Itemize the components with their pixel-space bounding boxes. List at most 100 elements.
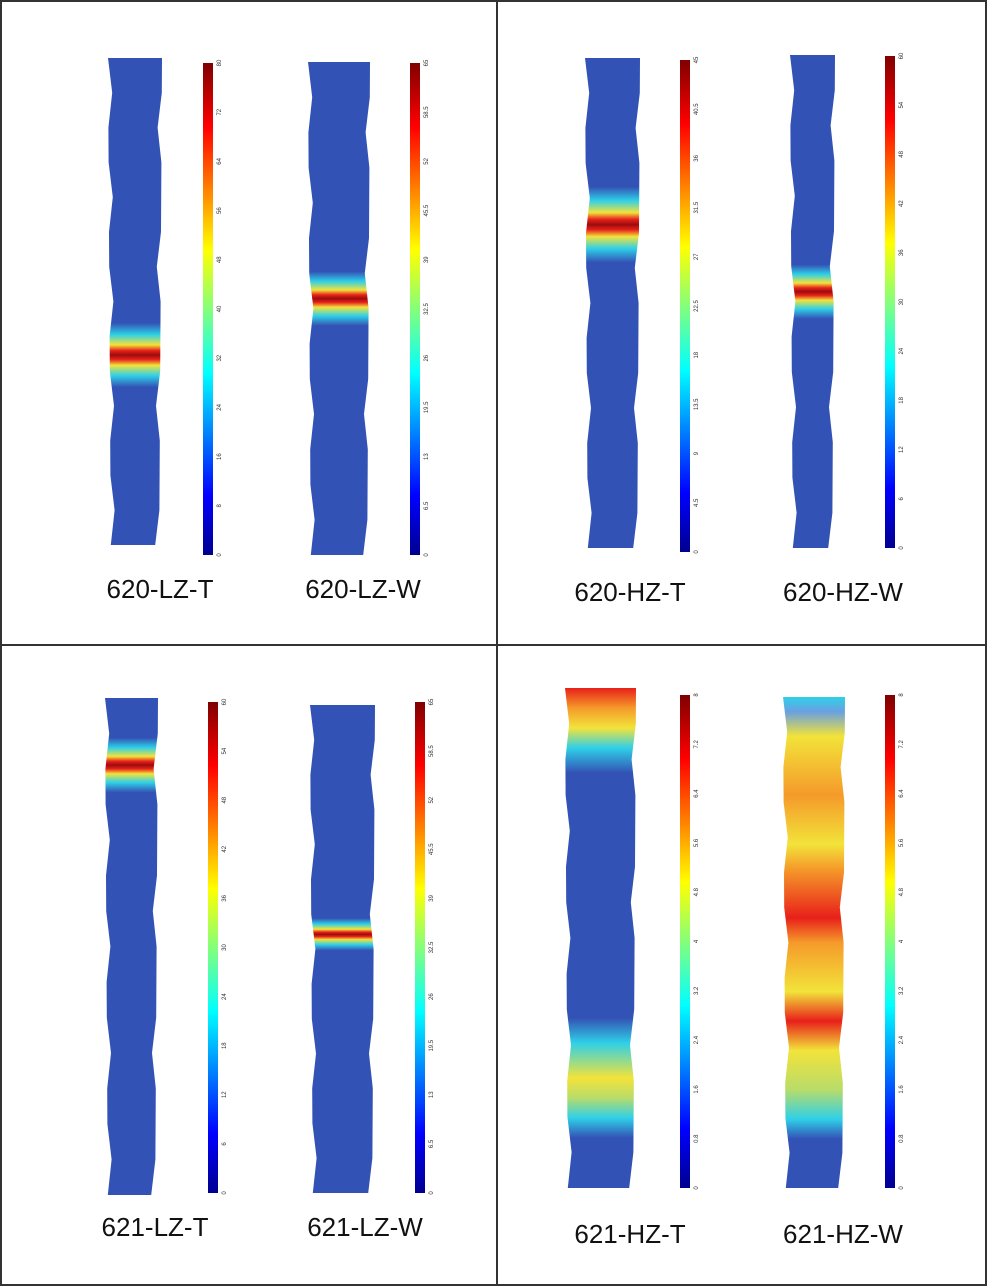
specimen-label: 620-HZ-W [783,577,903,607]
specimen-label: 620-LZ-T [107,574,214,604]
colorbar-tick-label: 0 [222,1191,228,1195]
colorbar-tick-label: 64 [217,157,223,164]
colorbar-tick-label: 42 [222,845,228,852]
colorbar-tick-label: 65 [429,698,435,705]
colorbar-tick-label: 39 [429,894,435,901]
colorbar [410,63,420,555]
colorbar-tick-label: 30 [222,944,228,951]
specimen-map [105,698,158,1195]
colorbar-tick-label: 13 [429,1091,435,1098]
colorbar-tick-label: 52 [424,157,430,164]
colorbar-tick-label: 42 [899,200,905,207]
colorbar-tick-label: 36 [222,894,228,901]
colorbar [680,695,690,1188]
colorbar-tick-label: 24 [217,403,223,410]
colorbar-tick-label: 30 [899,298,905,305]
colorbar-tick-label: 48 [899,150,905,157]
colorbar-tick-label: 0 [424,553,430,557]
colorbar-tick-label: 18 [899,396,905,403]
colorbar-tick-label: 5.6 [694,838,700,847]
colorbar-tick-label: 48 [222,796,228,803]
colorbar-tick-label: 19.5 [429,1039,435,1051]
colorbar-tick-label: 45.5 [424,204,430,216]
colorbar-tick-label: 5.6 [899,838,905,847]
colorbar-tick-label: 13 [424,453,430,460]
specimen-map [585,58,640,548]
specimen-label: 620-HZ-T [574,577,685,607]
colorbar-tick-label: 22.5 [694,300,700,312]
specimen-map [565,688,636,1188]
colorbar-tick-label: 7.2 [899,739,905,748]
colorbar-tick-label: 4 [899,939,905,943]
colorbar-tick-label: 27 [694,253,700,260]
colorbar-tick-label: 65 [424,59,430,66]
colorbar-tick-label: 12 [899,446,905,453]
colorbar-tick-label: 0 [899,546,905,550]
colorbar-tick-label: 58.5 [429,745,435,757]
colorbar [203,63,213,555]
colorbar-tick-label: 60 [899,52,905,59]
colorbar-tick-label: 1.6 [694,1085,700,1094]
colorbar-tick-label: 0 [217,553,223,557]
colorbar-tick-label: 60 [222,698,228,705]
colorbar-tick-label: 6.5 [429,1139,435,1148]
colorbar-tick-label: 54 [899,101,905,108]
colorbar-tick-label: 6.5 [424,501,430,510]
colorbar-tick-label: 8 [694,693,700,697]
colorbar [208,702,218,1193]
colorbar-tick-label: 45 [694,56,700,63]
colorbar-tick-label: 39 [424,256,430,263]
specimen-map [790,55,835,548]
colorbar-tick-label: 16 [217,453,223,460]
specimen-label: 621-HZ-W [783,1219,903,1249]
colorbar-tick-label: 36 [899,249,905,256]
colorbar-tick-label: 12 [222,1091,228,1098]
colorbar-tick-label: 36 [694,154,700,161]
colorbar-tick-label: 7.2 [694,739,700,748]
colorbar-tick-label: 80 [217,59,223,66]
colorbar-tick-label: 40 [217,305,223,312]
content: 08162432404856647280620-LZ-T06.51319.526… [102,52,905,1249]
colorbar-tick-label: 24 [899,347,905,354]
colorbar-tick-label: 8 [217,503,223,507]
colorbar-tick-label: 4 [694,939,700,943]
colorbar-tick-label: 8 [899,693,905,697]
specimen-label: 620-LZ-W [305,574,421,604]
colorbar-tick-label: 1.6 [899,1085,905,1094]
colorbar-tick-label: 45.5 [429,843,435,855]
colorbar-tick-label: 3.2 [899,986,905,995]
colorbar-tick-label: 56 [217,207,223,214]
specimen-label: 621-LZ-W [307,1212,423,1242]
specimen-map [783,697,845,1188]
colorbar-tick-label: 4.5 [694,498,700,507]
colorbar-tick-label: 18 [694,351,700,358]
colorbar-tick-label: 26 [424,354,430,361]
colorbar-tick-label: 4.8 [899,887,905,896]
colorbar-tick-label: 4.8 [694,887,700,896]
colorbar-tick-label: 0 [429,1191,435,1195]
colorbar-tick-label: 32 [217,354,223,361]
colorbar [885,56,895,548]
colorbar-tick-label: 24 [222,993,228,1000]
colorbar-tick-label: 18 [222,1042,228,1049]
colorbar-tick-label: 2.4 [899,1035,905,1044]
colorbar-tick-label: 52 [429,796,435,803]
colorbar [415,702,425,1193]
specimen-map [308,62,370,555]
colorbar-tick-label: 6.4 [694,789,700,798]
specimen-label: 621-HZ-T [574,1219,685,1249]
colorbar-tick-label: 6 [899,496,905,500]
colorbar-tick-label: 2.4 [694,1035,700,1044]
colorbar-tick-label: 32.5 [429,941,435,953]
specimen-map [108,58,162,545]
colorbar-tick-label: 48 [217,256,223,263]
colorbar-tick-label: 19.5 [424,401,430,413]
colorbar-tick-label: 6 [222,1142,228,1146]
colorbar-tick-label: 31.5 [694,201,700,213]
specimen-map [310,705,375,1193]
colorbar-tick-label: 72 [217,108,223,115]
colorbar-tick-label: 3.2 [694,986,700,995]
colorbar-tick-label: 0.8 [694,1134,700,1143]
